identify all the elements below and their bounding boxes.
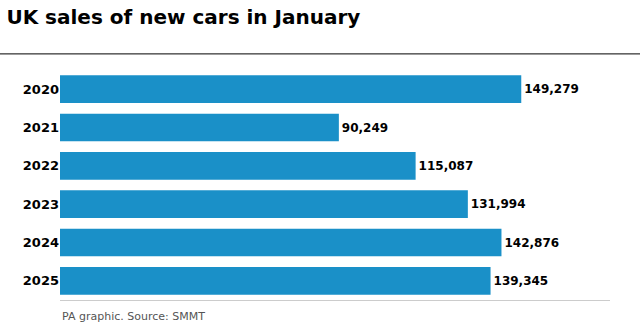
svg-text:115,087: 115,087 — [419, 159, 474, 173]
svg-text:2022: 2022 — [23, 158, 59, 173]
svg-text:139,345: 139,345 — [494, 274, 549, 288]
svg-text:UK sales of new cars in Januar: UK sales of new cars in January — [6, 5, 360, 29]
svg-text:90,249: 90,249 — [342, 121, 388, 135]
svg-text:PA graphic. Source: SMMT: PA graphic. Source: SMMT — [62, 310, 205, 323]
svg-text:2024: 2024 — [23, 235, 59, 250]
svg-text:142,876: 142,876 — [504, 236, 559, 250]
svg-text:2021: 2021 — [23, 120, 59, 135]
svg-text:2025: 2025 — [23, 273, 59, 288]
svg-text:131,994: 131,994 — [471, 197, 526, 211]
svg-text:149,279: 149,279 — [524, 82, 579, 96]
svg-text:2023: 2023 — [23, 197, 59, 212]
svg-text:2020: 2020 — [23, 82, 59, 97]
